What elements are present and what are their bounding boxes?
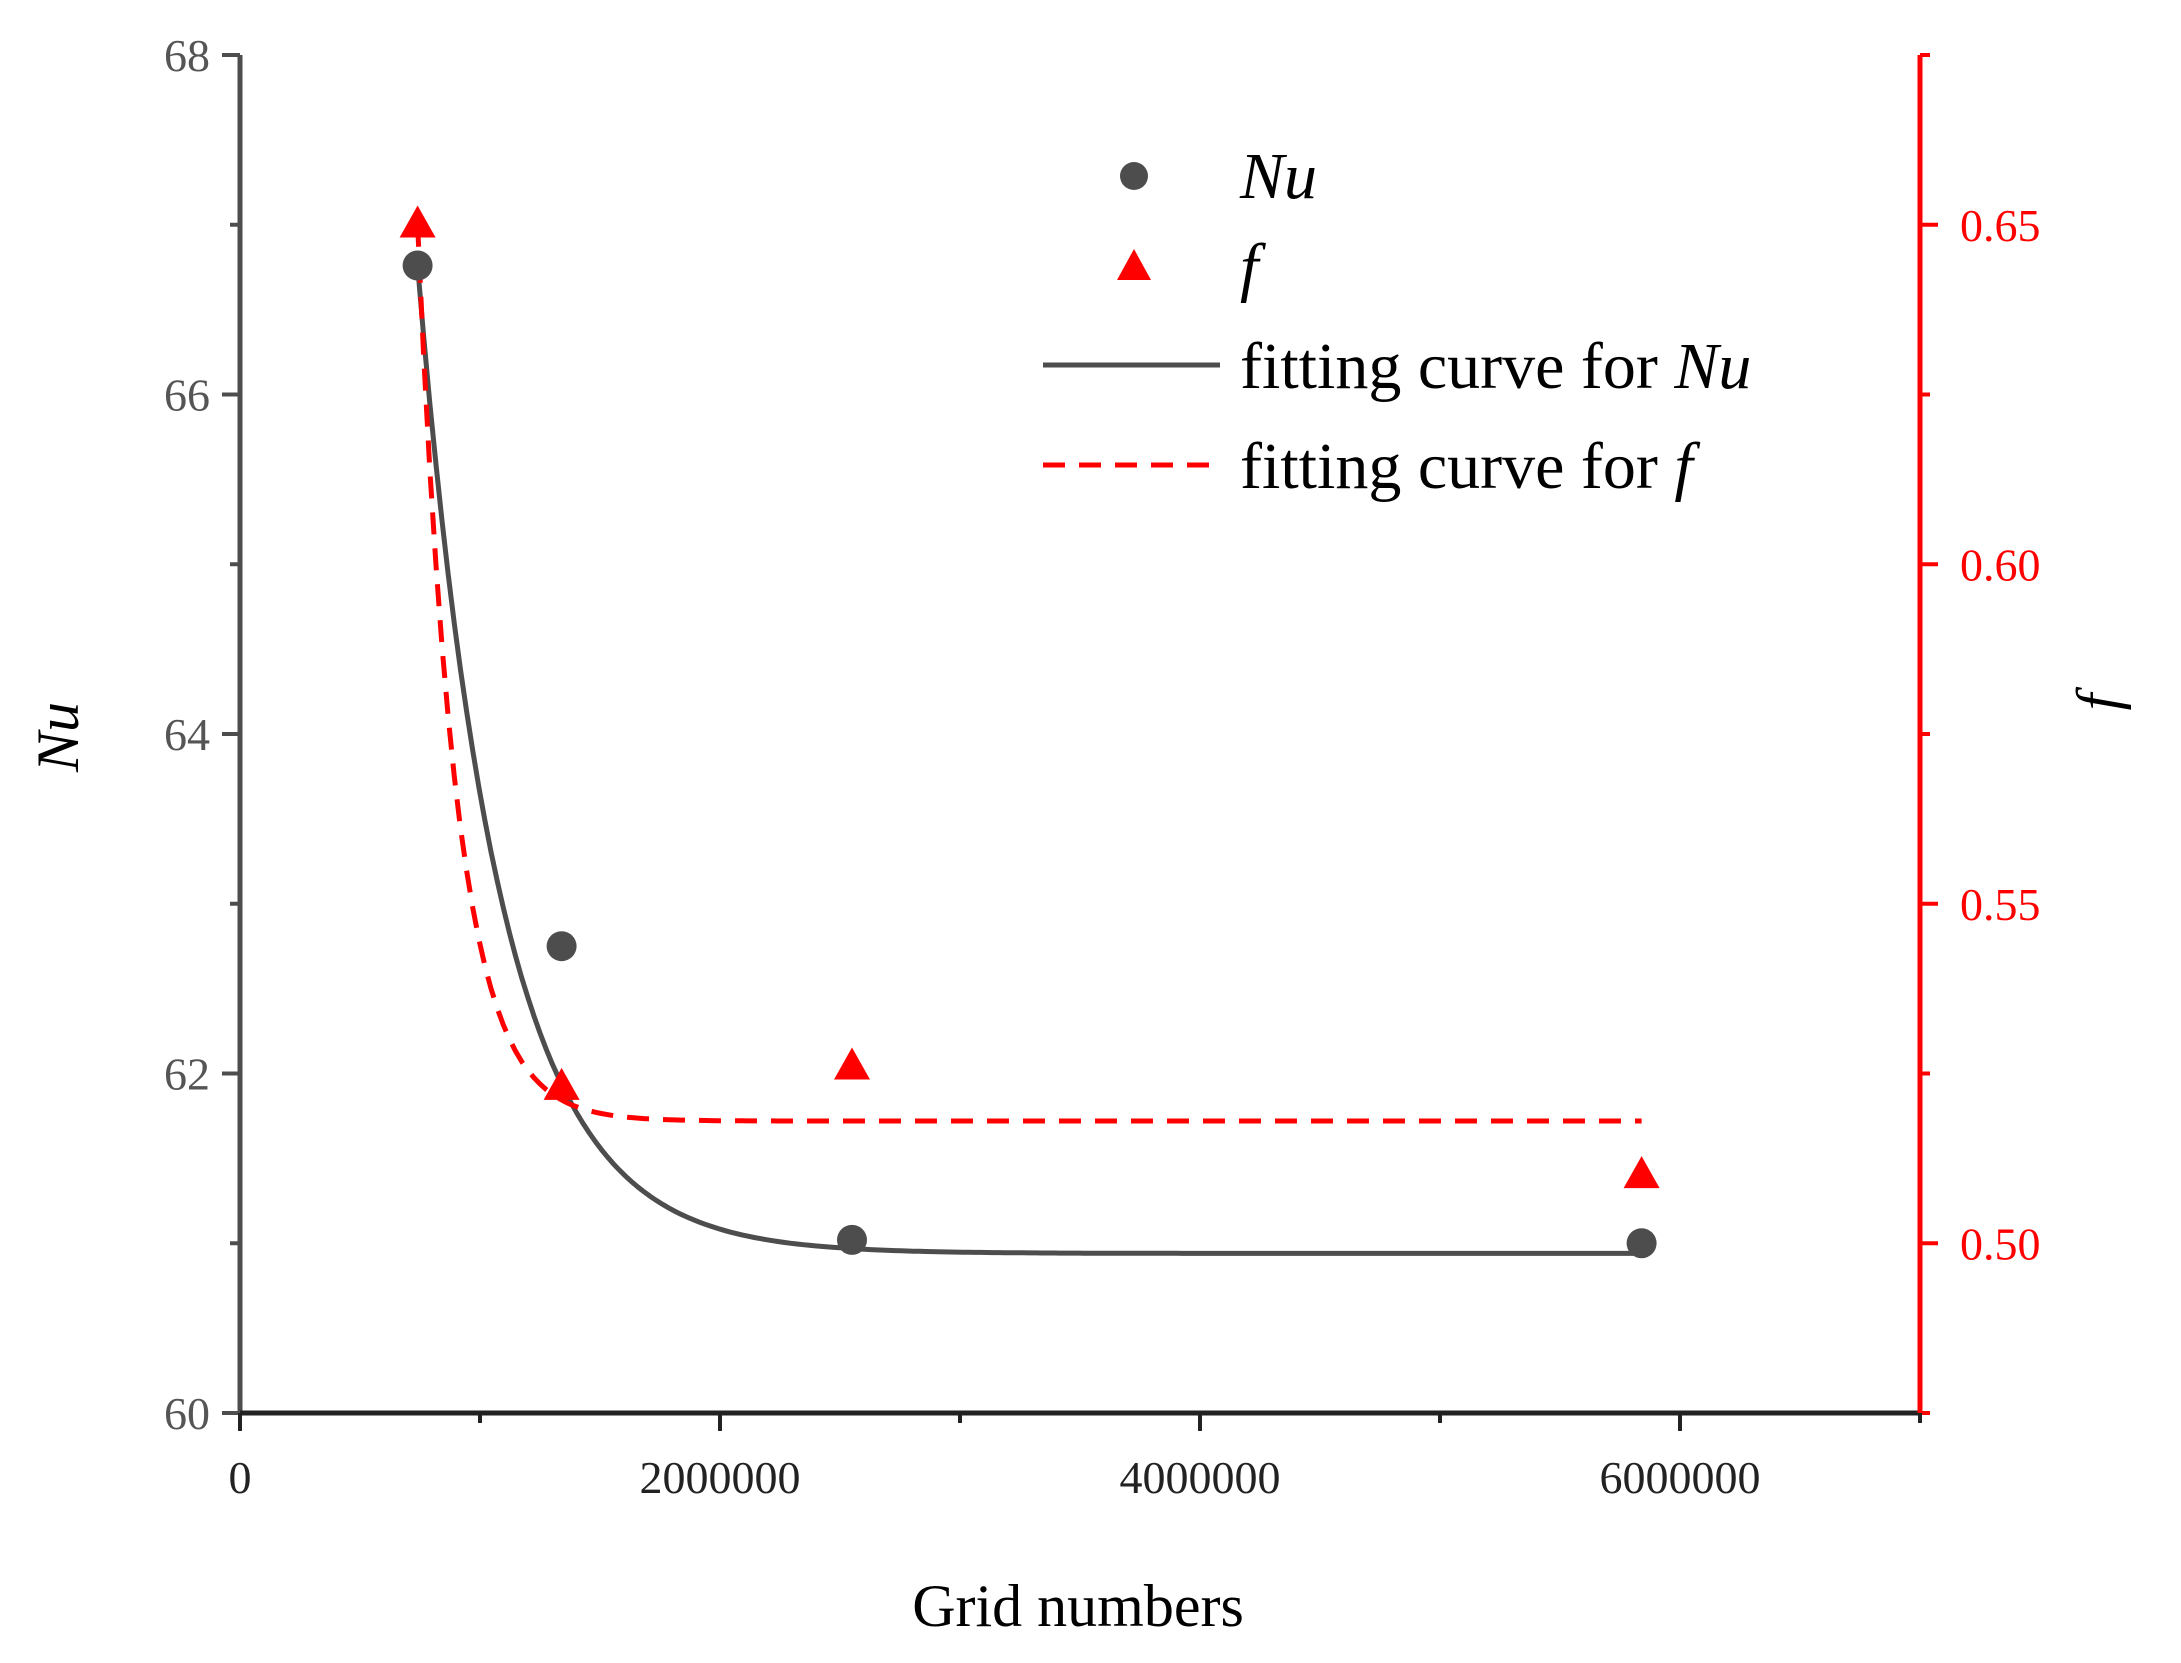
- y-left-tick-label: 64: [164, 709, 210, 760]
- f-data-point: [399, 205, 436, 238]
- legend-label-nu-fit-symbol: Nu: [1673, 330, 1751, 403]
- x-tick-label: 6000000: [1600, 1452, 1761, 1503]
- x-tick-label: 2000000: [640, 1452, 801, 1503]
- f-data-point: [1623, 1156, 1660, 1189]
- axes: [237, 55, 1923, 1416]
- nu-data-point: [1626, 1228, 1657, 1259]
- f-data-point: [834, 1047, 870, 1080]
- fit-curve-f: [415, 224, 1642, 1124]
- y-left-tick-label: 60: [164, 1388, 210, 1439]
- y-right-tick-label: 0.65: [1960, 200, 2041, 251]
- f-data-point: [543, 1067, 580, 1100]
- tick-marks: [222, 53, 1938, 1431]
- y-right-tick-label: 0.55: [1960, 879, 2041, 930]
- nu-data-point: [837, 1224, 867, 1255]
- legend: Nu f fitting curve for Nu fitting curve …: [1043, 140, 1751, 503]
- y-left-axis-title: Nu: [25, 702, 91, 773]
- x-tick-label: 0: [229, 1452, 252, 1503]
- y-left-tick-label: 62: [164, 1049, 210, 1100]
- data-markers: [399, 205, 1660, 1259]
- y-left-tick-label: 68: [164, 30, 210, 81]
- y-right-axis-title: f: [2065, 686, 2131, 710]
- legend-label-f: f: [1240, 231, 1266, 304]
- legend-label-nu-fit: fitting curve for Nu: [1240, 330, 1751, 403]
- y-right-tick-label: 0.50: [1960, 1218, 2041, 1269]
- tick-labels: 60 62 64 66 68 0.50 0.55 0.60 0.65 0 2000000 400000…: [164, 30, 2041, 1503]
- legend-label-nu-fit-prefix: fitting curve for: [1240, 330, 1674, 403]
- x-axis-title: Grid numbers: [912, 1573, 1244, 1639]
- legend-label-f-fit-symbol: f: [1674, 430, 1700, 503]
- nu-data-point: [402, 250, 433, 281]
- y-left-tick-label: 66: [164, 370, 210, 421]
- legend-label-f-fit: fitting curve for f: [1240, 430, 1700, 503]
- y-right-tick-label: 0.60: [1960, 539, 2041, 590]
- x-tick-label: 4000000: [1120, 1452, 1281, 1503]
- legend-marker-nu: [1120, 162, 1148, 190]
- fit-curve-nu: [415, 265, 1642, 1256]
- fitting-curves: [415, 224, 1642, 1256]
- nu-data-point: [546, 931, 577, 962]
- legend-marker-f: [1117, 249, 1151, 280]
- legend-label-f-fit-prefix: fitting curve for: [1240, 430, 1674, 503]
- legend-label-nu: Nu: [1239, 140, 1317, 213]
